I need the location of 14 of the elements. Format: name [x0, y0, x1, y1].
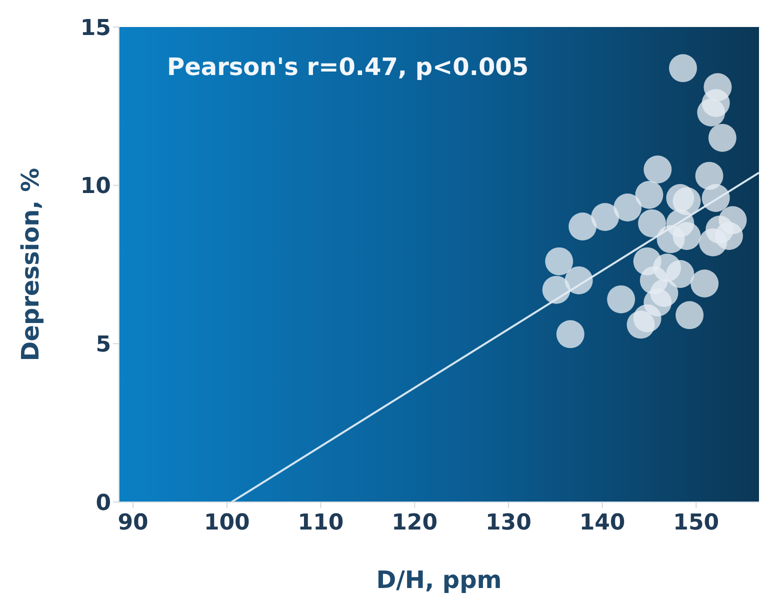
y-axis-title: Depression, % — [16, 168, 45, 362]
x-tick-label: 140 — [579, 510, 626, 536]
x-tick-label: 130 — [485, 510, 532, 536]
annotation: Pearson's r=0.47, p<0.005 — [167, 53, 529, 81]
x-tick-label: 150 — [673, 510, 720, 536]
x-axis-title: D/H, ppm — [376, 566, 502, 594]
x-tick-label: 120 — [392, 510, 438, 536]
y-tick-label: 0 — [96, 490, 111, 516]
x-tick-label: 110 — [298, 510, 344, 536]
x-tick-label: 90 — [118, 510, 148, 536]
x-tick-label: 100 — [204, 510, 250, 536]
y-tick-label: 15 — [80, 16, 111, 41]
y-tick-label: 10 — [80, 174, 111, 200]
y-tick-label: 5 — [96, 332, 111, 358]
